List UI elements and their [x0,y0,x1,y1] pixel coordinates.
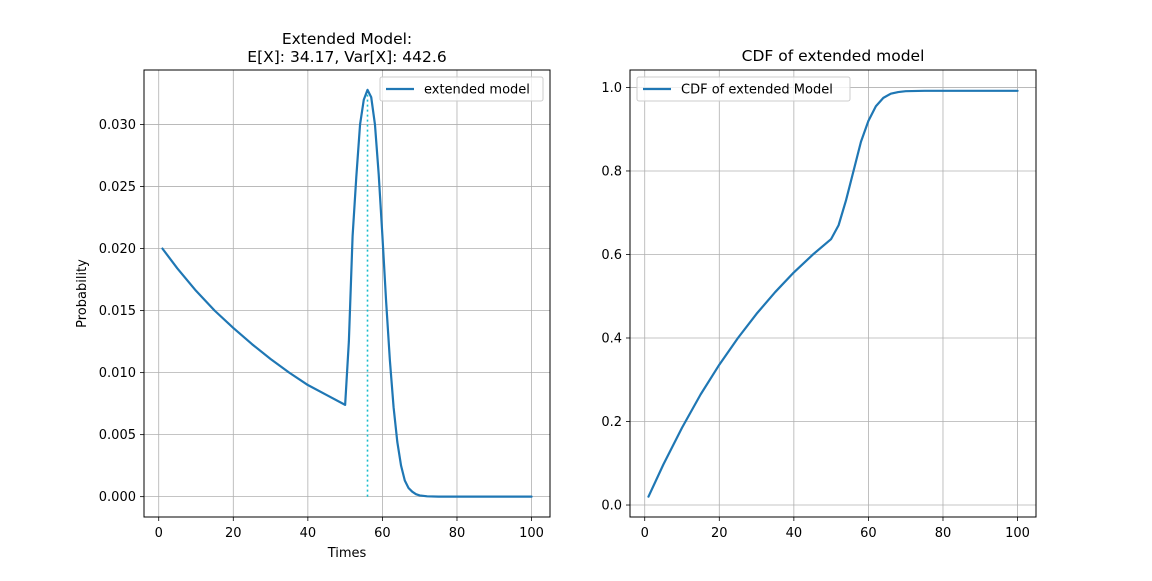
y-tick-label: 0.000 [99,490,136,505]
x-tick-label: 60 [374,526,391,541]
left-plot-area [161,88,533,498]
right-grid [630,70,1036,517]
y-tick-label: 0.025 [99,180,136,195]
right-chart-title: CDF of extended model [742,47,925,65]
extended-model-chart: 0 20 40 60 80 100 0.0000.0050.0100.0150.0200.… [75,30,551,561]
right-legend-box [636,76,851,102]
y-tick-label: 0.010 [99,366,136,381]
x-tick-label: 40 [786,526,803,541]
x-tick-label: 20 [711,526,728,541]
x-tick-label: 80 [935,526,952,541]
x-tick-label: 0 [155,526,163,541]
series-line [161,88,533,498]
series-line [647,89,1019,498]
left-legend: extended model [379,76,544,102]
left-x-axis-label: Times [327,546,367,561]
y-tick-label: 0.020 [99,242,136,257]
x-tick-label: 40 [300,526,317,541]
y-tick-label: 0.2 [601,415,622,430]
right-legend-label: CDF of extended Model [681,83,833,98]
right-axes-frame [629,69,1037,518]
right-legend: CDF of extended Model [636,76,851,102]
y-tick-label: 0.0 [601,499,622,514]
right-plot-area [647,89,1019,498]
x-tick-label: 100 [519,526,544,541]
x-tick-label: 60 [860,526,877,541]
y-tick-label: 0.005 [99,428,136,443]
cdf-chart: 0 20 40 60 80 100 0.0 0.2 0.4 0.6 0.8 1.0 CDF of e… [601,47,1037,541]
y-tick-label: 0.6 [601,248,622,263]
left-grid [144,70,550,517]
left-legend-box [379,76,544,102]
left-x-ticks: 0 20 40 60 80 100 [155,517,544,541]
y-tick-label: 0.015 [99,304,136,319]
right-x-ticks: 0 20 40 60 80 100 [641,517,1030,541]
x-tick-label: 20 [225,526,242,541]
y-tick-label: 0.8 [601,164,622,179]
left-legend-label: extended model [424,83,530,98]
left-axes-frame [143,69,551,518]
left-y-axis-label: Probability [75,259,90,328]
right-y-ticks: 0.0 0.2 0.4 0.6 0.8 1.0 [601,81,630,514]
left-chart-title-line1: Extended Model: [282,30,412,48]
x-tick-label: 80 [449,526,466,541]
left-y-ticks: 0.000 0.005 0.010 0.015 0.020 0.025 0.030 [99,118,144,505]
y-tick-label: 1.0 [601,81,622,96]
left-chart-title-line2: E[X]: 34.17, Var[X]: 442.6 [247,48,446,66]
x-tick-label: 0 [641,526,649,541]
y-tick-label: 0.4 [601,331,622,346]
x-tick-label: 100 [1005,526,1030,541]
y-tick-label: 0.030 [99,118,136,133]
